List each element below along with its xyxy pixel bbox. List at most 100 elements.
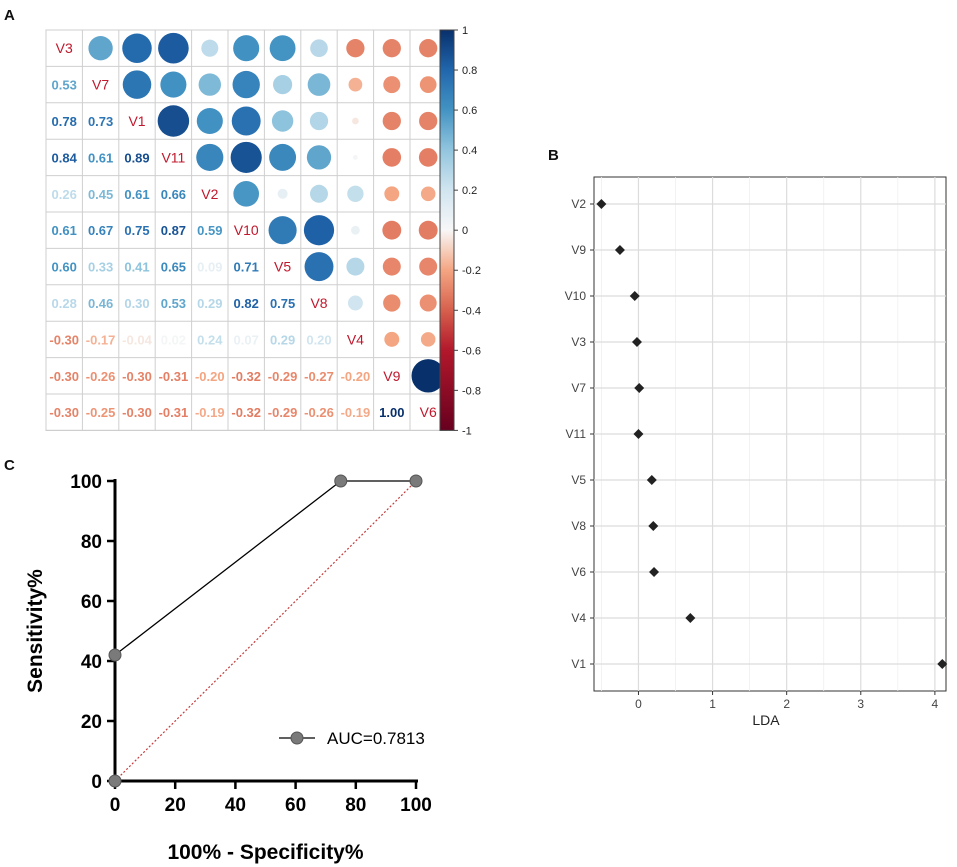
matrix-value: -0.20	[195, 369, 225, 384]
roc-reference-line	[114, 480, 417, 782]
matrix-circle	[160, 71, 187, 98]
matrix-circle	[233, 180, 260, 207]
panel-label-c: C	[4, 457, 15, 474]
matrix-circle	[383, 294, 401, 312]
matrix-circle	[273, 75, 293, 95]
roc-legend-label: AUC=0.7813	[327, 729, 425, 748]
matrix-value: -0.26	[304, 405, 334, 420]
lda-point	[649, 567, 660, 577]
matrix-circle	[268, 216, 297, 245]
matrix-value: 0.82	[234, 296, 259, 311]
matrix-value: -0.27	[304, 369, 334, 384]
colorbar-tick-label: -1	[462, 425, 472, 437]
matrix-circle	[419, 111, 438, 131]
roc-y-tick-label: 40	[81, 652, 102, 673]
matrix-circle	[382, 111, 401, 131]
matrix-circle	[231, 106, 261, 136]
matrix-diag-label: V1	[128, 113, 145, 129]
matrix-value: 0.84	[52, 150, 78, 165]
matrix-value: -0.29	[268, 369, 298, 384]
lda-y-tick-label: V8	[571, 519, 586, 533]
matrix-value: 0.28	[52, 296, 77, 311]
matrix-value: 0.07	[234, 332, 259, 347]
matrix-circle	[348, 77, 363, 92]
matrix-circle	[350, 225, 360, 235]
lda-point	[596, 199, 607, 209]
matrix-diag-label: V10	[234, 222, 259, 238]
matrix-value: -0.30	[122, 405, 152, 420]
matrix-diag-label: V8	[310, 295, 327, 311]
lda-y-tick-label: V1	[571, 657, 586, 671]
matrix-circle	[347, 295, 363, 311]
panel-label-a: A	[4, 7, 15, 24]
matrix-circle	[309, 111, 329, 131]
matrix-circle	[384, 331, 400, 347]
roc-x-tick-label: 40	[225, 795, 246, 816]
colorbar-tick-label: 0.2	[462, 185, 477, 197]
matrix-circle	[306, 145, 332, 170]
matrix-circle	[122, 33, 152, 63]
matrix-value: 0.29	[197, 296, 222, 311]
colorbar-tick-label: -0.2	[462, 265, 481, 277]
matrix-value: 0.59	[197, 223, 222, 238]
matrix-circle	[307, 73, 331, 96]
matrix-diag-label: V6	[420, 404, 437, 420]
matrix-circle	[230, 141, 262, 173]
matrix-value: 1.00	[379, 405, 404, 420]
lda-y-tick-label: V3	[571, 335, 586, 349]
roc-x-axis-title: 100% - Specificity%	[167, 841, 363, 864]
matrix-circle	[303, 215, 335, 246]
roc-point	[108, 648, 122, 662]
matrix-circle	[382, 257, 401, 276]
matrix-circle	[420, 186, 436, 202]
matrix-circle	[382, 148, 402, 167]
colorbar-tick-label: 0	[462, 225, 468, 237]
lda-point	[648, 521, 659, 531]
panel-label-b: B	[548, 147, 559, 164]
matrix-diag-label: V7	[92, 77, 109, 93]
matrix-circle	[384, 186, 400, 202]
matrix-circle	[196, 143, 224, 171]
matrix-value: 0.61	[52, 223, 77, 238]
roc-x-tick-label: 60	[285, 795, 306, 816]
matrix-diag-label: V5	[274, 259, 291, 275]
matrix-value: -0.19	[341, 405, 371, 420]
matrix-value: -0.30	[49, 332, 79, 347]
matrix-value: 0.33	[88, 260, 113, 275]
matrix-value: 0.20	[306, 332, 331, 347]
lda-y-tick-label: V5	[571, 473, 586, 487]
roc-x-tick-label: 80	[345, 795, 366, 816]
matrix-circle	[196, 107, 223, 135]
matrix-value: 0.02	[161, 332, 186, 347]
matrix-circle	[352, 117, 359, 125]
matrix-value: -0.31	[159, 405, 189, 420]
matrix-diag-label: V4	[347, 331, 364, 347]
matrix-circle	[233, 35, 260, 62]
colorbar-tick-label: -0.6	[462, 345, 481, 357]
matrix-circle	[232, 70, 260, 99]
matrix-circle	[158, 32, 189, 64]
matrix-circle	[277, 188, 288, 199]
matrix-circle	[347, 185, 364, 202]
matrix-value: 0.09	[197, 260, 222, 275]
matrix-value: 0.65	[161, 260, 186, 275]
matrix-diag-label: V2	[201, 186, 218, 202]
roc-origin-point	[108, 774, 122, 788]
roc-y-tick-label: 100	[70, 472, 102, 493]
roc-y-tick-label: 80	[81, 532, 102, 553]
matrix-circle	[382, 39, 401, 58]
lda-x-tick-label: 1	[709, 697, 716, 711]
matrix-value: -0.30	[122, 369, 152, 384]
matrix-value: 0.87	[161, 223, 186, 238]
lda-y-tick-label: V10	[565, 289, 587, 303]
lda-point	[634, 383, 645, 393]
matrix-circle	[383, 76, 401, 94]
matrix-value: -0.32	[231, 369, 261, 384]
matrix-value: 0.46	[88, 296, 113, 311]
matrix-circle	[198, 73, 222, 96]
roc-x-tick-label: 20	[165, 795, 186, 816]
lda-point	[646, 475, 657, 485]
matrix-value: 0.78	[52, 114, 77, 129]
